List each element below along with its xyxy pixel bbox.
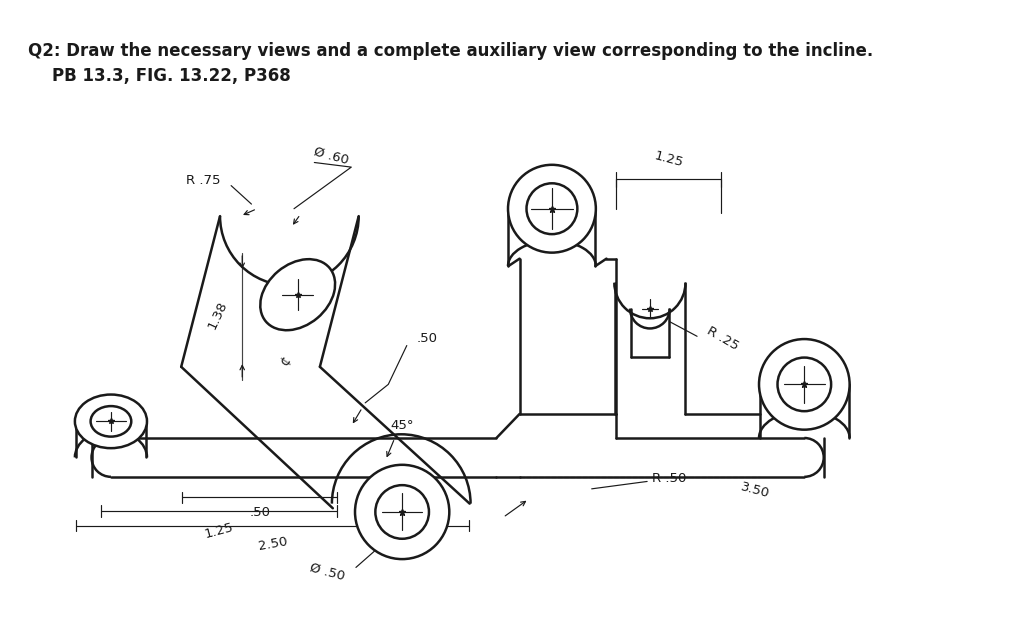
Ellipse shape xyxy=(526,183,578,234)
Text: PB 13.3, FIG. 13.22, P368: PB 13.3, FIG. 13.22, P368 xyxy=(52,68,291,85)
Text: .50: .50 xyxy=(249,507,270,519)
Text: 1.25: 1.25 xyxy=(652,150,684,170)
Ellipse shape xyxy=(355,465,450,559)
Text: ¢: ¢ xyxy=(279,353,295,369)
Text: Ø .60: Ø .60 xyxy=(312,145,350,167)
Text: 2.50: 2.50 xyxy=(257,535,289,553)
Ellipse shape xyxy=(777,358,831,411)
Ellipse shape xyxy=(260,259,335,330)
Text: R .75: R .75 xyxy=(185,175,220,187)
Text: R .25: R .25 xyxy=(705,324,740,352)
Text: 45°: 45° xyxy=(390,420,414,432)
Ellipse shape xyxy=(508,165,596,252)
Ellipse shape xyxy=(759,339,850,430)
Text: Ø .50: Ø .50 xyxy=(308,561,346,583)
Text: .50: .50 xyxy=(417,332,437,345)
Text: 1.25: 1.25 xyxy=(203,521,236,541)
Text: R .50: R .50 xyxy=(651,472,686,485)
Text: 3.50: 3.50 xyxy=(739,481,771,501)
Ellipse shape xyxy=(75,394,147,448)
Ellipse shape xyxy=(90,406,131,437)
Text: Q2: Draw the necessary views and a complete auxiliary view corresponding to the : Q2: Draw the necessary views and a compl… xyxy=(28,42,873,61)
Text: 1.38: 1.38 xyxy=(205,299,229,331)
Ellipse shape xyxy=(376,485,429,539)
